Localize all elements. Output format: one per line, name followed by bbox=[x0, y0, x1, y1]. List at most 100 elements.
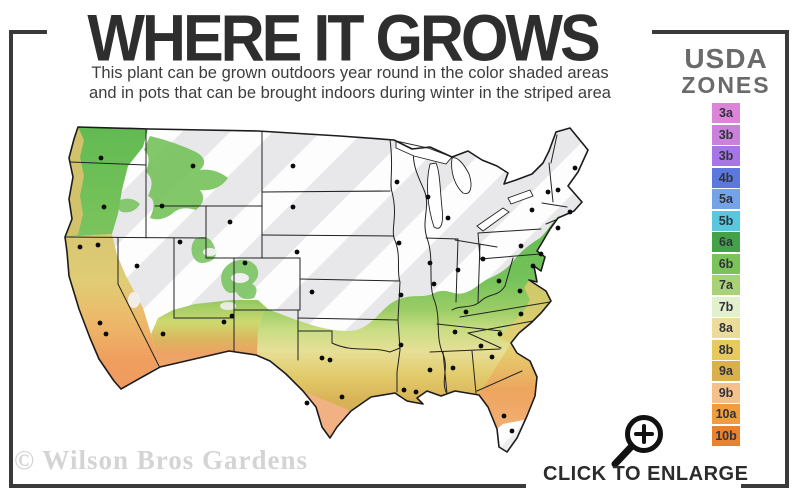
city-dot bbox=[327, 357, 333, 363]
legend-zone-row: 10a bbox=[712, 404, 740, 424]
city-dot bbox=[480, 256, 486, 262]
subtitle: This plant can be grown outdoors year ro… bbox=[40, 63, 660, 103]
zone-label: 3a bbox=[719, 106, 733, 120]
city-dot bbox=[290, 204, 296, 210]
city-dot bbox=[304, 400, 310, 406]
legend-zone-row: 3a bbox=[712, 103, 740, 123]
legend-zone-row: 7a bbox=[712, 275, 740, 295]
city-dot bbox=[227, 219, 233, 225]
lake-huron bbox=[451, 157, 472, 194]
city-dot bbox=[309, 289, 315, 295]
city-dot bbox=[455, 267, 461, 273]
city-dot bbox=[555, 187, 561, 193]
high-elevation-patch bbox=[128, 292, 140, 308]
zone-label: 5a bbox=[719, 192, 733, 206]
great-lakes bbox=[395, 140, 534, 232]
frame-left bbox=[9, 30, 13, 488]
city-dot bbox=[489, 354, 495, 360]
map-fill-layers bbox=[65, 127, 588, 452]
city-dot bbox=[103, 331, 109, 337]
city-dot bbox=[529, 207, 535, 213]
region-south-texas bbox=[303, 391, 351, 438]
legend-zone-row: 5a bbox=[712, 189, 740, 209]
magnifier-plus-icon[interactable] bbox=[611, 415, 663, 468]
city-dot bbox=[401, 387, 407, 393]
city-dot bbox=[509, 428, 515, 434]
legend-zone-row: 8a bbox=[712, 318, 740, 338]
subtitle-line-2: and in pots that can be brought indoors … bbox=[89, 84, 611, 102]
us-outline bbox=[64, 126, 589, 453]
lake-erie bbox=[476, 207, 510, 232]
city-dot bbox=[445, 215, 451, 221]
region-se-coast-gold bbox=[498, 280, 551, 343]
legend-zone-row: 9a bbox=[712, 361, 740, 381]
frame-bottom-right bbox=[741, 484, 789, 488]
frame-top-left bbox=[9, 30, 47, 34]
legend-zone-row: 3b bbox=[712, 146, 740, 166]
city-dot bbox=[497, 331, 503, 337]
city-dot bbox=[567, 209, 573, 215]
city-dot bbox=[398, 342, 404, 348]
city-dot bbox=[450, 365, 456, 371]
high-elevation-patch bbox=[203, 248, 217, 256]
region-utah-green bbox=[191, 237, 216, 263]
legend-zone-row: 8b bbox=[712, 339, 740, 360]
city-dot bbox=[229, 313, 235, 319]
zone-label: 10b bbox=[715, 428, 737, 443]
city-dot bbox=[294, 249, 300, 255]
click-to-enlarge-button[interactable]: CLICK TO ENLARGE bbox=[543, 463, 749, 485]
city-dot bbox=[101, 204, 107, 210]
city-dot bbox=[77, 244, 83, 250]
region-southwest bbox=[151, 300, 268, 367]
legend-zone-row: 7b bbox=[712, 296, 740, 317]
city-dot bbox=[398, 292, 404, 298]
region-california bbox=[65, 234, 159, 389]
high-elevation-patch bbox=[231, 273, 249, 283]
city-dot bbox=[221, 319, 227, 325]
city-dot bbox=[518, 311, 524, 317]
city-dot bbox=[159, 203, 165, 209]
city-dot bbox=[396, 240, 402, 246]
city-dots bbox=[77, 155, 578, 434]
city-dot bbox=[413, 389, 419, 395]
region-north-rockies bbox=[144, 136, 228, 220]
legend-zone-row: 9b bbox=[712, 382, 740, 403]
legend-zones: 3a 3b 3b 4b 5a 5b 6a 6b 7a 7b 8a 8b 9a 9b 10a 10b bbox=[664, 103, 788, 446]
zone-label: 8b bbox=[718, 342, 734, 357]
subtitle-line-1: This plant can be grown outdoors year ro… bbox=[91, 64, 609, 82]
frame-top-right bbox=[652, 30, 789, 34]
city-dot bbox=[95, 242, 101, 248]
city-dot bbox=[160, 331, 166, 337]
city-dot bbox=[530, 263, 536, 269]
city-dot bbox=[134, 263, 140, 269]
city-dot bbox=[478, 343, 484, 349]
zone-label: 5b bbox=[718, 213, 734, 228]
city-dot bbox=[501, 413, 507, 419]
city-dot bbox=[496, 278, 502, 284]
zone-label: 3b bbox=[718, 149, 734, 163]
watermark: © Wilson Bros Gardens bbox=[14, 445, 308, 475]
zone-label: 6b bbox=[718, 256, 734, 271]
lake-ontario bbox=[507, 189, 534, 205]
usda-zones-legend: USDA ZONES 3a 3b 3b 4b 5a 5b 6a 6b 7a 7b 8a 8b 9a 9b 1… bbox=[664, 44, 788, 447]
zone-label: 7b bbox=[718, 299, 734, 314]
legend-zone-row: 6a bbox=[712, 232, 740, 252]
city-dot bbox=[517, 288, 523, 294]
legend-zone-row: 6b bbox=[712, 253, 740, 274]
city-dot bbox=[190, 163, 196, 169]
high-elevation-patch bbox=[220, 302, 236, 310]
city-dot bbox=[290, 163, 296, 169]
city-dot bbox=[572, 165, 578, 171]
city-dot bbox=[242, 260, 248, 266]
city-dot bbox=[518, 243, 524, 249]
region-nw-coast bbox=[65, 127, 84, 237]
city-dot bbox=[427, 260, 433, 266]
city-dot bbox=[394, 179, 400, 185]
city-dot bbox=[431, 281, 437, 287]
city-dot bbox=[463, 309, 469, 315]
legend-zone-row: 5b bbox=[712, 210, 740, 231]
zone-label: 10a bbox=[715, 407, 737, 421]
legend-zone-row: 10b bbox=[712, 425, 740, 446]
